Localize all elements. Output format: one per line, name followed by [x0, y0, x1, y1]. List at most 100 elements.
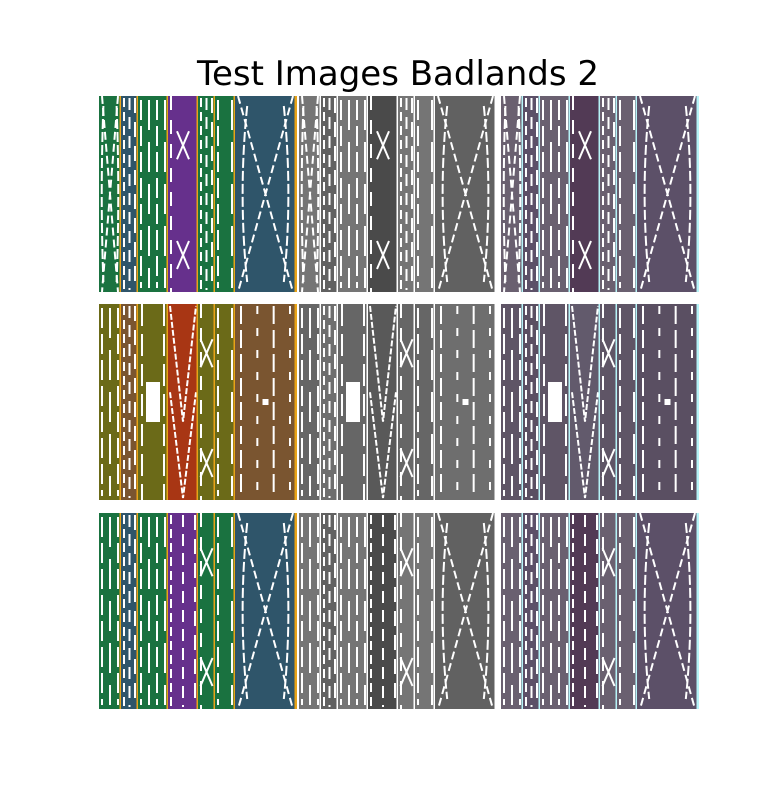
- band-separator-line: [233, 96, 236, 292]
- pattern-diamond: [237, 512, 294, 710]
- page-title: Test Images Badlands 2: [196, 54, 600, 94]
- band-separator-line: [635, 96, 638, 292]
- pattern-cross: [399, 448, 414, 478]
- band-separator-line: [396, 96, 399, 292]
- pattern-cross: [601, 448, 616, 478]
- band-separator-line: [294, 304, 297, 500]
- band: [138, 513, 168, 709]
- pattern-cross: [199, 657, 214, 687]
- band-separator-line: [538, 513, 541, 709]
- band-separator-line: [366, 304, 369, 500]
- band-separator-line: [538, 304, 541, 500]
- band-separator-line: [119, 304, 122, 500]
- band-separator-line: [366, 513, 369, 709]
- band-separator-line: [413, 96, 416, 292]
- pattern-cross: [376, 130, 390, 160]
- pattern-cross: [176, 240, 190, 270]
- band-separator-line: [396, 513, 399, 709]
- band: [215, 304, 235, 500]
- band-separator-line: [166, 96, 169, 292]
- pattern-block: [146, 382, 160, 422]
- band-separator-line: [136, 304, 139, 500]
- pattern-chevron: [169, 305, 197, 499]
- band: [540, 96, 570, 292]
- band-separator-line: [433, 304, 436, 500]
- band-separator-line: [615, 304, 618, 500]
- pattern-arc: [643, 522, 692, 700]
- pattern-arc: [441, 522, 490, 700]
- pattern-cross: [399, 338, 414, 368]
- pattern-cross: [199, 547, 214, 577]
- band-separator-line: [538, 96, 541, 292]
- band-separator-line: [433, 96, 436, 292]
- pattern-cross: [199, 338, 214, 368]
- band: [415, 513, 435, 709]
- pattern-block: [346, 382, 360, 422]
- band-separator-line: [196, 304, 199, 500]
- band-separator-line: [635, 513, 638, 709]
- pattern-diamond: [237, 95, 294, 293]
- band-separator-line: [119, 513, 122, 709]
- pattern-dot: [462, 399, 469, 405]
- pattern-arc: [441, 105, 490, 283]
- band-separator-line: [213, 304, 216, 500]
- band-separator-line: [696, 304, 699, 500]
- band-separator-line: [615, 96, 618, 292]
- band: [215, 96, 235, 292]
- pattern-chevron: [369, 305, 397, 499]
- band-separator-line: [521, 513, 524, 709]
- band-separator-line: [598, 304, 601, 500]
- band-separator-line: [319, 513, 322, 709]
- pattern-cross: [376, 240, 390, 270]
- pattern-cross: [578, 240, 592, 270]
- panel-r1-mauve: [501, 95, 699, 293]
- pattern-diamond: [639, 512, 696, 710]
- pattern-diamond: [437, 512, 494, 710]
- pattern-cross: [578, 130, 592, 160]
- band-separator-line: [433, 513, 436, 709]
- band-separator-line: [336, 304, 339, 500]
- band-separator-line: [494, 513, 497, 709]
- pattern-chevron: [571, 305, 599, 499]
- band-separator-line: [166, 304, 169, 500]
- panel-r3-mauve: [501, 512, 699, 710]
- band-separator-line: [119, 96, 122, 292]
- panel-r3-color: [99, 512, 297, 710]
- pattern-arc: [100, 105, 120, 283]
- band-separator-line: [635, 304, 638, 500]
- pattern-diamond: [639, 95, 696, 293]
- band-separator-line: [213, 513, 216, 709]
- band: [415, 96, 435, 292]
- pattern-arc: [502, 105, 522, 283]
- band-separator-line: [598, 513, 601, 709]
- band-separator-line: [568, 513, 571, 709]
- band-separator-line: [136, 513, 139, 709]
- pattern-cross: [601, 338, 616, 368]
- pattern-cross: [601, 657, 616, 687]
- band: [617, 96, 637, 292]
- band: [415, 304, 435, 500]
- pattern-arc: [300, 105, 320, 283]
- band-separator-line: [615, 513, 618, 709]
- band: [338, 513, 368, 709]
- band-separator-line: [696, 96, 699, 292]
- band-separator-line: [213, 96, 216, 292]
- band-separator-line: [598, 96, 601, 292]
- band: [540, 513, 570, 709]
- band-separator-line: [521, 304, 524, 500]
- panel-r3-gray: [299, 512, 497, 710]
- pattern-cross: [399, 547, 414, 577]
- pattern-diamond: [503, 95, 521, 293]
- pattern-cross: [601, 547, 616, 577]
- panel-r2-color: [99, 304, 297, 500]
- band: [338, 96, 368, 292]
- band-separator-line: [396, 304, 399, 500]
- band: [617, 304, 637, 500]
- band: [215, 513, 235, 709]
- pattern-dot: [664, 399, 671, 405]
- pattern-arc: [643, 105, 692, 283]
- band-separator-line: [136, 96, 139, 292]
- band: [168, 96, 198, 292]
- band-separator-line: [336, 513, 339, 709]
